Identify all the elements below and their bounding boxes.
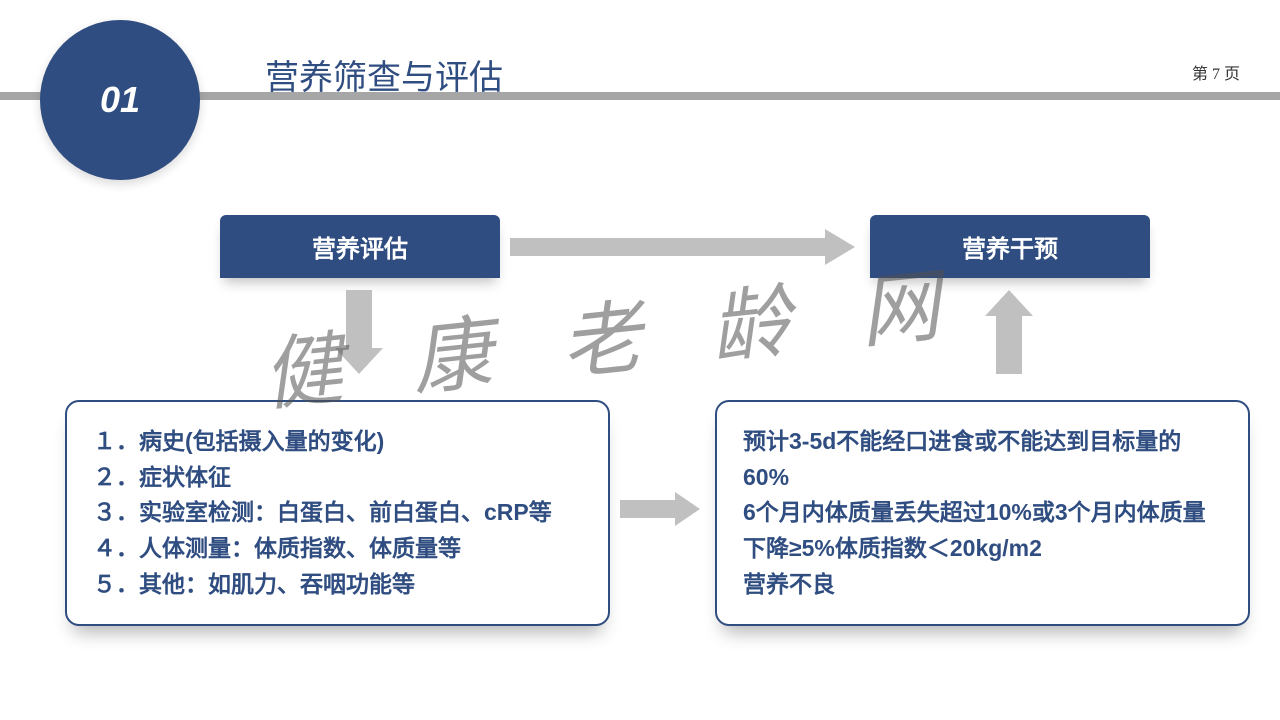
- arrow-details-to-criteria: [620, 500, 700, 518]
- section-number-badge: 01: [40, 20, 200, 180]
- arrow-assessment-to-intervention: [510, 238, 855, 256]
- badge-number: 01: [100, 79, 140, 121]
- criteria-item: 6个月内体质量丢失超过10%或3个月内体质量下降≥5%体质指数＜20kg/m2: [743, 495, 1222, 566]
- arrow-criteria-to-intervention: [996, 290, 1022, 374]
- page-title: 营养筛查与评估: [265, 50, 503, 99]
- page-number: 第 7 页: [1192, 60, 1240, 84]
- flow-box-intervention-label: 营养干预: [962, 236, 1058, 263]
- assessment-details-box: １．病史(包括摄入量的变化) ２．症状体征 ３．实验室检测：白蛋白、前白蛋白、c…: [65, 400, 610, 626]
- assessment-item: ２．症状体征: [93, 460, 582, 496]
- assessment-item: ５．其他：如肌力、吞咽功能等: [93, 567, 582, 603]
- assessment-item: ３．实验室检测：白蛋白、前白蛋白、cRP等: [93, 495, 582, 531]
- intervention-criteria-box: 预计3-5d不能经口进食或不能达到目标量的60% 6个月内体质量丢失超过10%或…: [715, 400, 1250, 626]
- arrow-assessment-to-details: [346, 290, 372, 374]
- flow-box-assessment: 营养评估: [220, 215, 500, 278]
- assessment-item: １．病史(包括摄入量的变化): [93, 424, 582, 460]
- criteria-item: 预计3-5d不能经口进食或不能达到目标量的60%: [743, 424, 1222, 495]
- flow-box-intervention: 营养干预: [870, 215, 1150, 278]
- assessment-item: ４．人体测量：体质指数、体质量等: [93, 531, 582, 567]
- criteria-item: 营养不良: [743, 567, 1222, 603]
- flow-box-assessment-label: 营养评估: [312, 236, 408, 263]
